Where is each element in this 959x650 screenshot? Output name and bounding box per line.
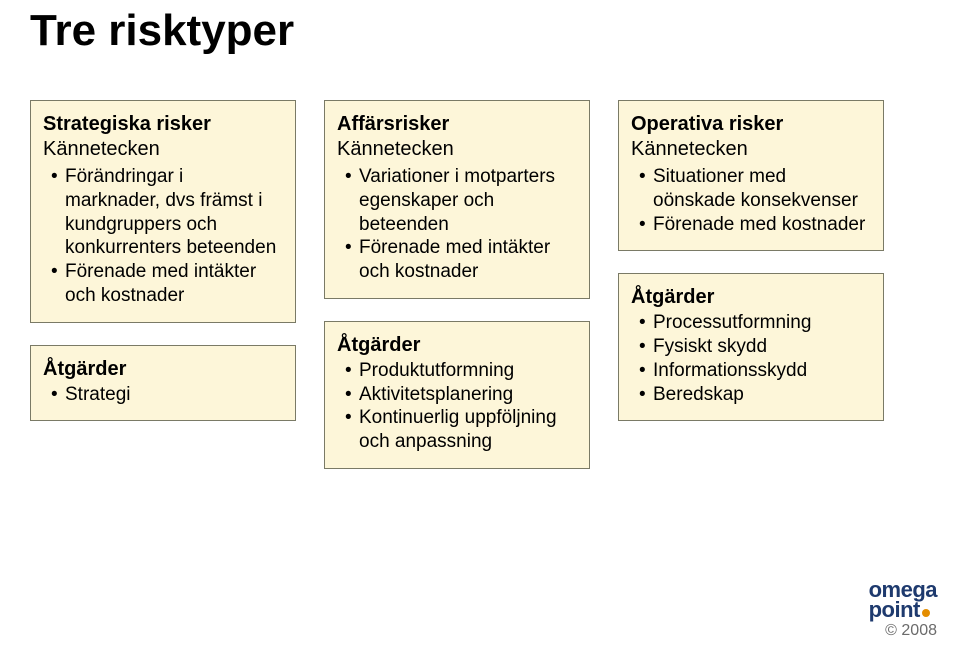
item-list: Situationer med oönskade konsekvenser Fö… (631, 165, 871, 236)
list-item: Beredskap (643, 383, 871, 407)
copyright: © 2008 (869, 622, 937, 640)
box-title: Åtgärder (337, 334, 577, 357)
box-title: Åtgärder (631, 286, 871, 309)
column-business: Affärsrisker Kännetecken Variationer i m… (324, 100, 590, 469)
logo-dot-icon (922, 609, 930, 617)
columns-grid: Strategiska risker Kännetecken Förändrin… (30, 100, 884, 469)
logo-text: omega point (869, 580, 937, 620)
column-strategic: Strategiska risker Kännetecken Förändrin… (30, 100, 296, 469)
box-subtitle: Kännetecken (631, 138, 871, 161)
item-list: Förändringar i marknader, dvs främst i k… (43, 165, 283, 308)
box-business-top: Affärsrisker Kännetecken Variationer i m… (324, 100, 590, 299)
list-item: Förenade med intäkter och kostnader (349, 236, 577, 284)
column-operational: Operativa risker Kännetecken Situationer… (618, 100, 884, 469)
logo: omega point (869, 580, 937, 620)
list-item: Situationer med oönskade konsekvenser (643, 165, 871, 213)
box-title: Affärsrisker (337, 113, 577, 136)
box-strategic-bottom: Åtgärder Strategi (30, 345, 296, 422)
list-item: Variationer i motparters egenskaper och … (349, 165, 577, 236)
box-title: Åtgärder (43, 358, 283, 381)
item-list: Variationer i motparters egenskaper och … (337, 165, 577, 284)
box-subtitle: Kännetecken (43, 138, 283, 161)
list-item: Förändringar i marknader, dvs främst i k… (55, 165, 283, 260)
list-item: Förenade med kostnader (643, 213, 871, 237)
list-item: Aktivitetsplanering (349, 383, 577, 407)
box-subtitle: Kännetecken (337, 138, 577, 161)
item-list: Strategi (43, 383, 283, 407)
list-item: Förenade med intäkter och kostnader (55, 260, 283, 308)
page-title: Tre risktyper (30, 6, 294, 56)
box-operational-bottom: Åtgärder Processutformning Fysiskt skydd… (618, 273, 884, 421)
list-item: Informationsskydd (643, 359, 871, 383)
box-business-bottom: Åtgärder Produktutformning Aktivitetspla… (324, 321, 590, 469)
list-item: Fysiskt skydd (643, 335, 871, 359)
box-title: Operativa risker (631, 113, 871, 136)
list-item: Strategi (55, 383, 283, 407)
footer: omega point © 2008 (869, 580, 937, 640)
box-strategic-top: Strategiska risker Kännetecken Förändrin… (30, 100, 296, 323)
item-list: Produktutformning Aktivitetsplanering Ko… (337, 359, 577, 454)
logo-line2: point (869, 600, 920, 620)
list-item: Kontinuerlig uppföljning och anpassning (349, 406, 577, 454)
item-list: Processutformning Fysiskt skydd Informat… (631, 311, 871, 406)
list-item: Processutformning (643, 311, 871, 335)
box-operational-top: Operativa risker Kännetecken Situationer… (618, 100, 884, 251)
box-title: Strategiska risker (43, 113, 283, 136)
list-item: Produktutformning (349, 359, 577, 383)
